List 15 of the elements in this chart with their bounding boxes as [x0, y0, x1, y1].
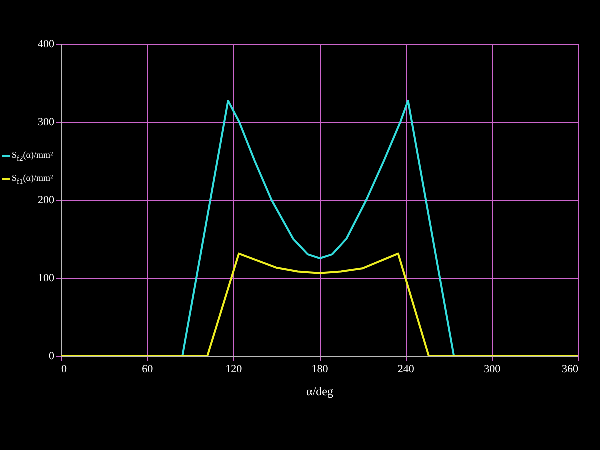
y-tick-label: 400 [38, 38, 55, 50]
x-axis-title: α/deg [306, 384, 334, 398]
y-tick-label: 0 [49, 350, 55, 362]
x-tick-label: 180 [312, 364, 329, 376]
y-tick-label: 300 [38, 116, 55, 128]
legend-label: S$_{f1}$(α)/mm² [12, 172, 54, 186]
x-tick-label: 120 [226, 364, 243, 376]
x-tick-label: 300 [484, 364, 502, 376]
y-tick-label: 100 [38, 272, 55, 284]
x-tick-label: 0 [62, 364, 68, 376]
x-tick-label: 240 [398, 364, 415, 376]
x-tick-label: 60 [142, 364, 154, 376]
legend-label: S$_{f2}$(α)/mm² [12, 150, 54, 163]
x-tick-label: 360 [562, 364, 579, 376]
y-tick-label: 200 [38, 194, 55, 206]
